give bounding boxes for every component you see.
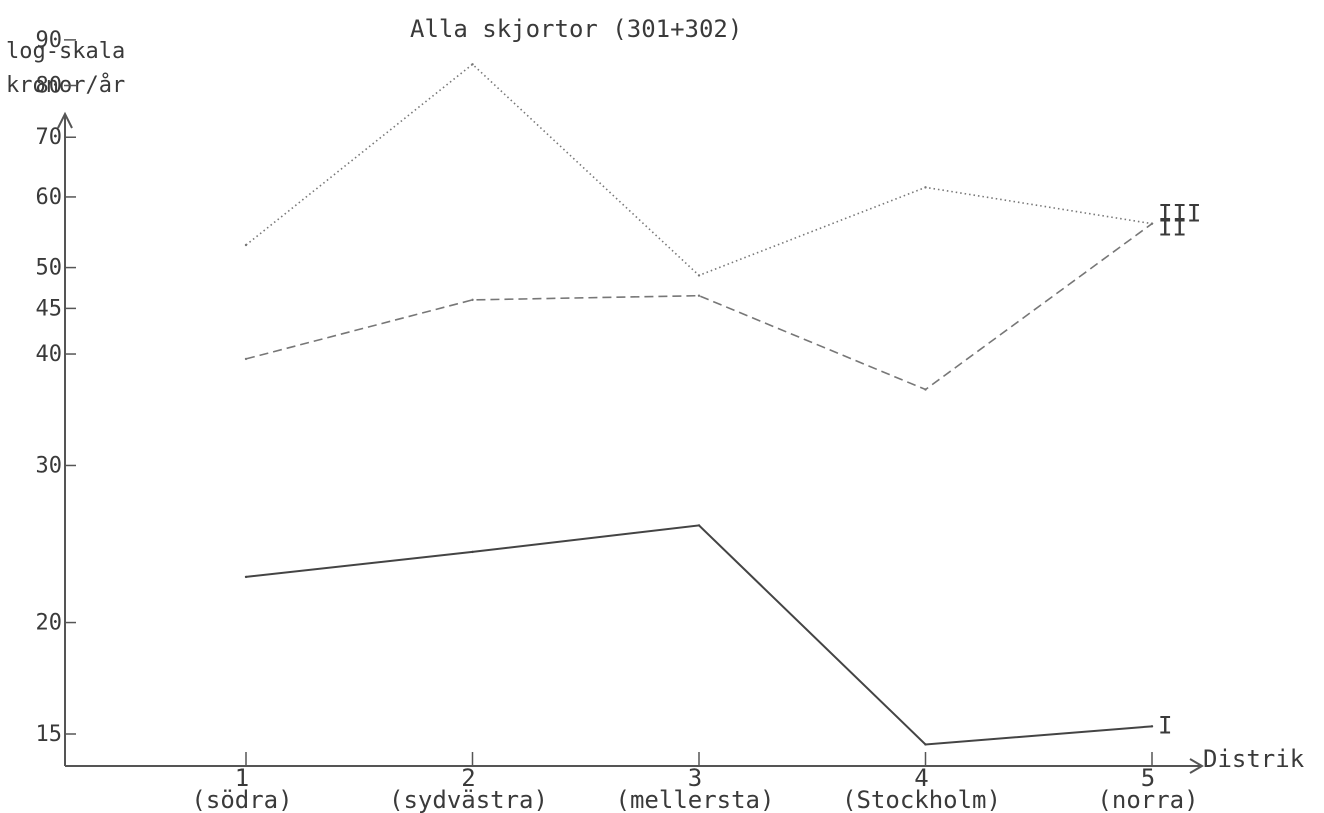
data-point-I-1 — [244, 575, 248, 579]
y-axis-arrow-icon — [57, 111, 73, 129]
data-point-II-4 — [924, 388, 927, 391]
chart-title: Alla skjortor (301+302) — [410, 15, 742, 43]
data-point-I-3 — [697, 524, 701, 527]
y-tick-label-70: 70 — [36, 125, 63, 150]
x-category-name-2: (sydvästra) — [389, 786, 548, 813]
y-tick-label-30: 30 — [36, 453, 63, 478]
x-tick-label-1: 1 — [235, 764, 249, 792]
data-point-I-5 — [1150, 725, 1154, 728]
series-label-II: II — [1158, 214, 1187, 242]
data-point-III-1 — [244, 243, 248, 247]
series-line-III — [245, 63, 1153, 277]
data-point-I-4 — [924, 743, 927, 746]
x-axis-label: Distrik — [1203, 745, 1305, 773]
y-tick-label-20: 20 — [36, 611, 63, 636]
series-label-I: I — [1158, 711, 1172, 739]
data-point-II-2 — [471, 298, 474, 302]
y-tick-label-15: 15 — [36, 722, 63, 747]
data-point-II-3 — [697, 294, 701, 297]
x-axis-arrow-icon — [1189, 758, 1204, 774]
y-tick-label-40: 40 — [36, 342, 63, 367]
series-line-I — [245, 524, 1153, 746]
x-category-name-4: (Stockholm) — [842, 786, 1001, 813]
x-tick-label-5: 5 — [1141, 764, 1155, 792]
data-point-I-2 — [471, 550, 474, 554]
data-point-III-2 — [471, 63, 474, 66]
y-ticks: 15 20 30 40 45 50 60 70 80 90 — [36, 28, 76, 747]
y-tick-label-50: 50 — [36, 256, 63, 281]
x-ticks: 1(södra) 2(sydvästra) 3(mellersta) 4(Stockh… — [191, 752, 1199, 813]
y-tick-label-80: 80 — [36, 74, 63, 99]
x-tick-label-3: 3 — [688, 764, 702, 792]
x-category-name-3: (mellersta) — [616, 786, 775, 813]
y-tick-label-90: 90 — [36, 28, 63, 53]
x-category-name-1: (södra) — [191, 786, 292, 813]
y-tick-label-60: 60 — [36, 185, 63, 210]
x-tick-label-4: 4 — [914, 764, 928, 792]
y-tick-label-45: 45 — [36, 296, 63, 321]
data-point-III-4 — [924, 186, 927, 189]
series-group — [244, 63, 1154, 746]
data-point-III-3 — [697, 274, 701, 277]
series-label-III: III — [1158, 200, 1201, 228]
x-category-name-5: (norra) — [1097, 786, 1198, 813]
series-line-II — [245, 223, 1153, 391]
x-tick-label-2: 2 — [461, 764, 475, 792]
y-axis-label-line1: log-skala — [6, 39, 125, 64]
axes: Distrik — [57, 111, 1305, 774]
data-point-II-1 — [244, 357, 248, 361]
data-point-III-5 — [1150, 222, 1154, 225]
